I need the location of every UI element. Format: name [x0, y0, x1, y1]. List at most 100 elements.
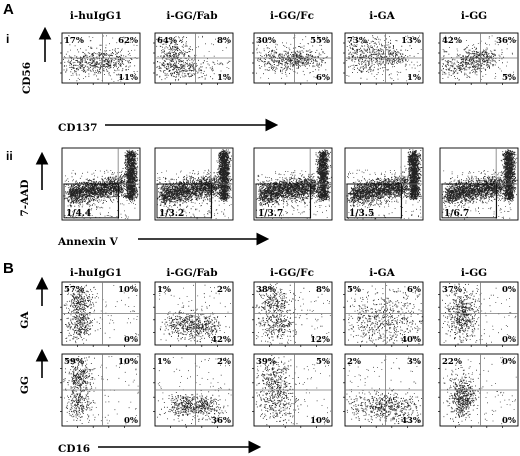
- viable-gate: [156, 183, 213, 219]
- viable-ratio: 1/3.2: [159, 209, 184, 219]
- quadrant-percent-ul: 64%: [157, 36, 177, 46]
- dot-plot-b-gg-4: 2% 3% 43%: [343, 353, 424, 428]
- quadrant-percent-lr: 0%: [124, 335, 138, 345]
- event-dots: [156, 35, 231, 82]
- quadrant-percent-lr: 10%: [310, 416, 330, 426]
- dot-plot-a-i-2: 64% 8% 1%: [153, 32, 234, 85]
- viable-gate: [255, 183, 312, 219]
- quadrant-percent-lr: 0%: [502, 416, 516, 426]
- dot-plot-b-ga-1: 57% 10% 0%: [60, 281, 141, 347]
- event-dots: [442, 283, 517, 345]
- quadrant-percent-ur: 13%: [401, 36, 421, 46]
- quadrant-percent-ur: 8%: [316, 285, 330, 295]
- dot-plot-a-ii-2: 1/3.2: [154, 147, 234, 221]
- quadrant-percent-lr: 42%: [211, 335, 231, 345]
- quadrant-percent-ul: 22%: [442, 357, 462, 367]
- column-title-b-1: i-huIgG1: [70, 267, 122, 279]
- dot-plot-a-ii-1: 1/4.4: [61, 147, 141, 221]
- quadrant-percent-lr: 0%: [502, 335, 516, 345]
- event-dots: [159, 284, 231, 344]
- column-title-a-2: i-GG/Fab: [166, 10, 217, 22]
- quadrant-percent-ul: 1%: [157, 285, 171, 295]
- panel-letter-b: B: [3, 260, 14, 277]
- quadrant-percent-lr: 43%: [401, 416, 421, 426]
- panel-letter-a: A: [3, 1, 14, 18]
- quadrant-percent-ul: 59%: [64, 357, 84, 367]
- quadrant-percent-ul: 5%: [347, 285, 361, 295]
- quadrant-percent-ur: 0%: [502, 357, 516, 367]
- column-title-b-2: i-GG/Fab: [166, 267, 217, 279]
- quadrant-percent-lr: 11%: [118, 73, 138, 83]
- quadrant-percent-ur: 55%: [310, 36, 330, 46]
- quadrant-percent-ul: 42%: [442, 36, 462, 46]
- x-label-cd16: CD16: [58, 443, 90, 455]
- quadrant-percent-ur: 6%: [407, 285, 421, 295]
- dot-plot-a-ii-4: 1/3.5: [344, 147, 424, 221]
- column-title-b-5: i-GG: [461, 267, 487, 279]
- dot-plot-a-i-1: 17% 62% 11%: [60, 32, 141, 85]
- y-label-gg: GG: [19, 376, 31, 394]
- dot-plot-a-i-5: 42% 36% 5%: [438, 32, 519, 85]
- viable-ratio: 1/3.5: [349, 209, 374, 219]
- quadrant-percent-ur: 8%: [217, 36, 231, 46]
- row-label-a-i: i: [6, 32, 9, 46]
- quadrant-percent-ul: 1%: [157, 357, 171, 367]
- column-title-b-4: i-GA: [369, 267, 395, 279]
- quadrant-percent-ul: 2%: [347, 357, 361, 367]
- quadrant-percent-ul: 17%: [64, 36, 84, 46]
- dot-plot-a-ii-3: 1/3.7: [253, 147, 333, 221]
- quadrant-percent-ul: 39%: [256, 357, 276, 367]
- quadrant-percent-lr: 0%: [124, 416, 138, 426]
- dot-plot-a-i-3: 30% 55% 6%: [252, 32, 333, 85]
- y-label-cd56: CD56: [21, 62, 33, 94]
- dot-plot-a-i-4: 73% 13% 1%: [343, 32, 424, 85]
- dot-plot-b-gg-2: 1% 2% 36%: [153, 353, 234, 428]
- quadrant-percent-ul: 73%: [347, 36, 367, 46]
- viable-ratio: 1/3.7: [258, 209, 283, 219]
- row-label-a-ii: ii: [6, 149, 13, 163]
- quadrant-percent-ur: 62%: [118, 36, 138, 46]
- dot-plot-b-ga-5: 37% 0% 0%: [438, 281, 519, 347]
- viable-ratio: 1/4.4: [66, 209, 91, 219]
- dot-plot-b-gg-1: 59% 10% 0%: [60, 353, 141, 428]
- quadrant-percent-ur: 10%: [118, 285, 138, 295]
- column-title-a-4: i-GA: [369, 10, 395, 22]
- quadrant-percent-ur: 3%: [407, 357, 421, 367]
- quadrant-percent-ur: 2%: [217, 285, 231, 295]
- viable-gate: [63, 183, 120, 219]
- event-dots: [63, 35, 138, 82]
- dot-plot-b-ga-2: 1% 2% 42%: [153, 281, 234, 347]
- event-dots: [63, 284, 139, 344]
- quadrant-percent-lr: 36%: [211, 416, 231, 426]
- dot-plot-b-gg-5: 22% 0% 0%: [438, 353, 519, 428]
- quadrant-percent-lr: 1%: [407, 73, 421, 83]
- quadrant-percent-lr: 40%: [401, 335, 421, 345]
- dot-plot-b-ga-3: 38% 8% 12%: [252, 281, 333, 347]
- x-label-annexin-v: Annexin V: [57, 236, 119, 248]
- quadrant-percent-ul: 57%: [64, 285, 84, 295]
- column-title-a-5: i-GG: [461, 10, 487, 22]
- viable-gate: [346, 183, 403, 219]
- event-dots: [63, 356, 139, 425]
- quadrant-percent-ur: 10%: [118, 357, 138, 367]
- dot-plot-b-gg-3: 39% 5% 10%: [252, 353, 333, 428]
- dot-plot-a-ii-5: 1/6.7: [439, 147, 519, 221]
- quadrant-percent-lr: 5%: [502, 73, 516, 83]
- viable-ratio: 1/6.7: [444, 209, 469, 219]
- event-dots: [346, 356, 422, 425]
- column-title-a-3: i-GG/Fc: [270, 10, 314, 22]
- quadrant-percent-ur: 36%: [496, 36, 516, 46]
- event-dots: [255, 355, 331, 426]
- quadrant-percent-lr: 12%: [310, 335, 330, 345]
- y-label-7aad: 7-AAD: [19, 179, 31, 216]
- quadrant-percent-ul: 38%: [256, 285, 276, 295]
- y-label-ga: GA: [19, 311, 31, 329]
- quadrant-percent-ur: 0%: [502, 285, 516, 295]
- column-title-a-1: i-huIgG1: [70, 10, 122, 22]
- plots-layer: 17% 62% 11% 64% 8% 1% 30% 55% 6% 73% 13% 1% 42% 36% 5%…: [60, 32, 519, 428]
- x-label-cd137: CD137: [58, 122, 97, 134]
- column-title-b-3: i-GG/Fc: [270, 267, 314, 279]
- quadrant-percent-ul: 37%: [442, 285, 462, 295]
- quadrant-percent-lr: 1%: [217, 73, 231, 83]
